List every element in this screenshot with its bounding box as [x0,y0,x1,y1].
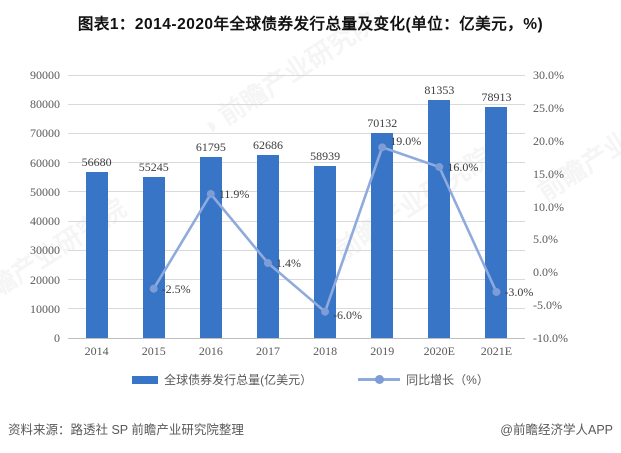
left-axis-tick: 80000 [30,97,60,112]
x-axis-category: 2014 [84,344,109,358]
left-axis-tick: 70000 [30,126,60,141]
legend-item-line: 同比增长（%） [358,371,489,388]
bar-value-label: 81353 [424,83,455,98]
x-axis-category: 2020E [423,344,455,358]
bar-2021E [485,107,508,338]
footer: 资料来源：路透社 SP 前瞻产业研究院整理 @前瞻经济学人APP [0,419,621,438]
bar-value-label: 78913 [481,90,512,105]
line-point-label: 1.4% [275,256,301,271]
bar-2014 [85,172,108,338]
bar-value-label: 58939 [310,148,341,163]
bar-2020E [428,100,451,338]
bar-value-label: 70132 [367,116,398,131]
right-axis-tick: 0.0% [533,265,558,280]
legend-bar-swatch-icon [132,375,159,384]
right-axis-tick: 30.0% [533,68,564,82]
line-point-label: 11.9% [218,187,250,201]
line-point-label: -6.0% [333,307,363,322]
gridline [68,191,525,193]
gridline [68,132,525,134]
bar-value-label: 62686 [252,137,283,152]
line-point-label: -2.5% [161,281,191,296]
bar-2015 [142,176,165,338]
chart-title: 图表1：2014-2020年全球债券发行总量及变化(单位：亿美元，%) [77,16,544,33]
x-axis-category: 2016 [198,344,223,358]
gridline [68,220,525,222]
left-axis-tick: 50000 [30,184,60,199]
legend-line-swatch-icon [358,375,401,384]
right-axis-tick: -10.0% [533,331,568,345]
brand-text: @前瞻经济学人APP [500,423,613,437]
right-axis-tick: 10.0% [533,199,564,214]
right-axis-tick: 20.0% [533,133,564,148]
gridline [68,308,525,310]
left-axis-tick: 90000 [30,68,60,82]
gridline [68,249,525,251]
legend-item-bars: 全球债券发行总量(亿美元） [132,371,312,388]
x-axis-category: 2015 [141,344,166,358]
legend: 全球债券发行总量(亿美元） 同比增长（%） [0,371,621,388]
watermark-logo-icon: ◑ [194,109,224,144]
gridline [68,74,525,76]
legend-bar-label: 全球债券发行总量(亿美元） [164,373,313,387]
left-axis-tick: 10000 [30,301,60,316]
left-axis-tick: 30000 [30,243,60,258]
bar-value-label: 56680 [81,155,112,170]
line-point-label: 16.0% [447,160,479,175]
bar-2019 [371,133,394,338]
legend-line-label: 同比增长（%） [406,373,489,387]
gridline [68,103,525,105]
x-axis-category: 2019 [370,344,395,358]
line-point-label: 19.0% [390,134,422,149]
left-axis-tick: 0 [54,331,60,345]
right-axis-tick: 15.0% [533,166,564,181]
left-axis-tick: 40000 [30,214,60,229]
source-text: 资料来源：路透社 SP 前瞻产业研究院整理 [8,423,244,437]
x-axis-category: 2021E [480,344,513,358]
x-axis-category: 2018 [313,344,338,358]
bar-2017 [256,154,279,338]
x-axis-line [68,337,525,339]
bar-2016 [199,157,222,338]
left-axis-tick: 20000 [30,272,60,287]
right-axis-tick: 5.0% [533,232,558,247]
bar-value-label: 61795 [195,140,226,155]
right-axis-tick: 25.0% [533,100,564,115]
line-point-label: -3.0% [504,284,534,299]
x-axis-category: 2017 [255,344,280,358]
left-axis-tick: 60000 [30,155,60,170]
gridline [68,279,525,281]
bar-value-label: 55245 [138,159,169,174]
right-axis-tick: -5.0% [533,298,562,313]
